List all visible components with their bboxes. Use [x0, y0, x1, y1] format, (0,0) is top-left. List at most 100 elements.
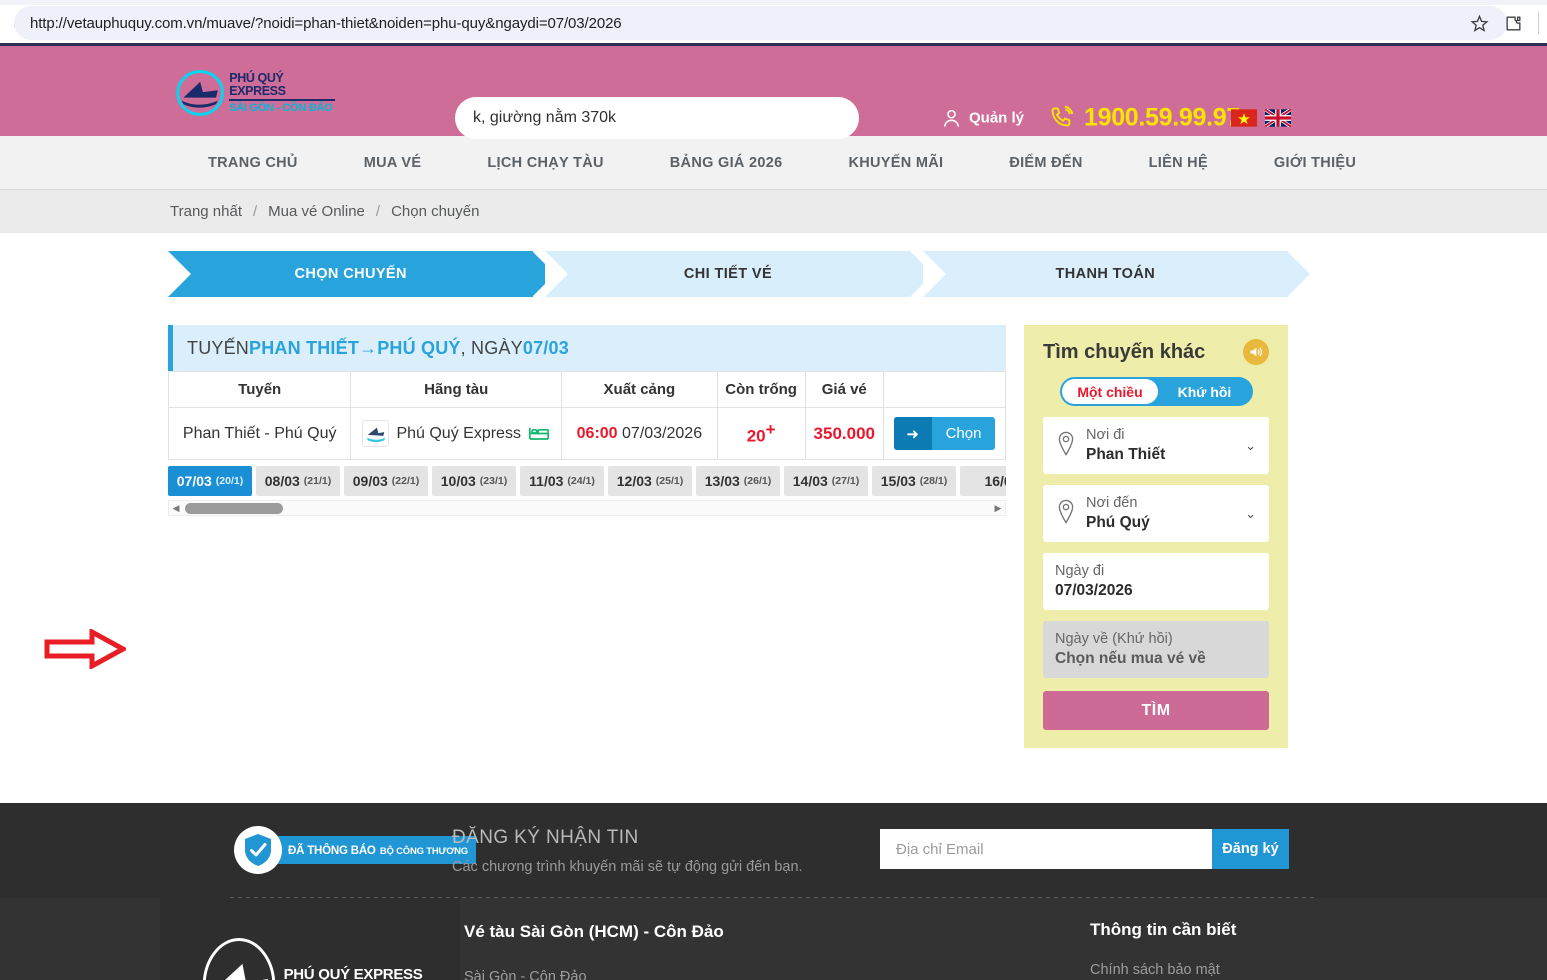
destination-value: Phú Quý	[1086, 514, 1150, 531]
nav-item-bang-gia[interactable]: BẢNG GIÁ 2026	[669, 154, 783, 171]
date-tab-0903[interactable]: 09/03 (22/1)	[344, 466, 428, 496]
date-tab-1303[interactable]: 13/03 (26/1)	[696, 466, 780, 496]
bed-icon	[528, 425, 550, 442]
date-tab-1203[interactable]: 12/03 (25/1)	[608, 466, 692, 496]
date-tab-lunar: (26/1)	[743, 475, 772, 487]
boat-logo-icon	[202, 937, 275, 980]
date-tab-1503[interactable]: 15/03 (28/1)	[872, 466, 956, 496]
nav-item-trang-chu[interactable]: TRANG CHỦ	[208, 154, 298, 171]
hotline[interactable]: 1900.59.99.97	[1048, 104, 1240, 133]
footer-column-info: Thông tin cần biết Chính sách bảo mật Đi…	[1090, 920, 1420, 980]
cell-departure-time: 06:00	[576, 424, 618, 442]
date-tab-1603[interactable]: 16/03	[960, 466, 1006, 496]
date-tabs-scrollbar[interactable]: ◀ ▶	[168, 500, 1006, 516]
date-tab-0803[interactable]: 08/03 (21/1)	[256, 466, 340, 496]
address-bar-url: http://vetauphuquy.com.vn/muave/?noidi=p…	[30, 14, 622, 32]
origin-select[interactable]: Nơi đi Phan Thiết ⌄	[1043, 417, 1269, 474]
account-link[interactable]: Quản lý	[940, 106, 1024, 131]
depart-date-field[interactable]: Ngày đi 07/03/2026	[1043, 553, 1269, 610]
header-search-input[interactable]: k, giường nằm 370k	[455, 97, 859, 139]
footer-link-privacy[interactable]: Chính sách bảo mật	[1090, 962, 1220, 978]
destination-label: Nơi đến	[1086, 495, 1138, 512]
nav-item-gioi-thieu[interactable]: GIỚI THIỆU	[1273, 154, 1357, 171]
destination-select[interactable]: Nơi đến Phú Quý ⌄	[1043, 485, 1269, 542]
chevron-down-icon[interactable]: ⌄	[1245, 437, 1256, 453]
col-header-xuat-cang: Xuất cảng	[561, 371, 718, 408]
vietnam-flag-icon[interactable]	[1231, 109, 1257, 127]
date-tab-0703[interactable]: 07/03 (20/1)	[168, 466, 252, 496]
cell-action: ➜ Chọn	[882, 407, 1007, 460]
select-trip-button[interactable]: ➜ Chọn	[893, 417, 996, 450]
return-date-field[interactable]: Ngày về (Khứ hồi) Chọn nếu mua vé về	[1043, 621, 1269, 678]
scroll-right-icon[interactable]: ▶	[994, 502, 1002, 513]
puzzle-piece-icon[interactable]	[1500, 10, 1526, 36]
cell-price-value: 350.000	[813, 423, 875, 443]
nav-item-mua-ve[interactable]: MUA VÉ	[363, 154, 422, 171]
step-thanh-toan[interactable]: THANH TOÁN	[922, 251, 1311, 297]
breadcrumb-item-mua-ve[interactable]: Mua vé Online	[268, 203, 365, 220]
uk-flag-icon[interactable]	[1265, 109, 1291, 127]
origin-value: Phan Thiết	[1086, 446, 1166, 463]
footer-column-routes: Vé tàu Sài Gòn (HCM) - Côn Đảo Sài Gòn -…	[464, 920, 794, 980]
site-logo[interactable]: PHÚ QUÝ EXPRESS SÀI GÒN - CÔN ĐẢO	[175, 64, 335, 122]
nav-item-khuyen-mai[interactable]: KHUYẾN MÃI	[848, 154, 944, 171]
step-chon-chuyen[interactable]: CHỌN CHUYẾN	[168, 251, 556, 297]
speaker-icon[interactable]	[1243, 339, 1269, 365]
search-button-label: TÌM	[1141, 701, 1171, 719]
date-tab-date: 09/03	[352, 473, 388, 489]
verified-seal-icon	[234, 826, 282, 874]
bo-cong-thuong-badge[interactable]: ĐÃ THÔNG BÁO BỘ CÔNG THƯƠNG	[234, 826, 476, 874]
footer-link-sai-gon-con-dao[interactable]: Sài Gòn - Côn Đảo	[464, 968, 587, 980]
chrome-tab-strip	[0, 0, 1547, 5]
trip-type-round-trip[interactable]: Khứ hồi	[1177, 383, 1232, 400]
email-input[interactable]: Địa chỉ Email	[896, 840, 984, 858]
cell-departure: 06:00 07/03/2026	[561, 407, 718, 460]
step-chi-tiet-ve[interactable]: CHI TIẾT VÉ	[545, 251, 934, 297]
date-tab-1103[interactable]: 11/03 (24/1)	[520, 466, 604, 496]
main-navigation: TRANG CHỦ MUA VÉ LỊCH CHẠY TÀU BẢNG GIÁ …	[0, 136, 1547, 190]
checkout-steps: CHỌN CHUYẾN CHI TIẾT VÉ THANH TOÁN	[168, 251, 1311, 297]
route-origin: PHAN THIẾT	[249, 337, 360, 358]
cell-operator: Phú Quý Express	[350, 407, 563, 460]
col-header-hang-tau: Hãng tàu	[350, 371, 563, 408]
table-row[interactable]: Phan Thiết - Phú Quý	[167, 407, 1007, 460]
date-tab-lunar: (23/1)	[479, 475, 508, 487]
destination-text: Nơi đến Phú Quý	[1086, 494, 1150, 533]
nav-item-lien-he[interactable]: LIÊN HỆ	[1148, 154, 1208, 171]
return-date-text: Ngày về (Khứ hồi) Chọn nếu mua vé về	[1055, 630, 1206, 669]
scrollbar-thumb[interactable]	[185, 503, 283, 514]
address-bar[interactable]: http://vetauphuquy.com.vn/muave/?noidi=p…	[14, 6, 1507, 40]
badge-text: ĐÃ THÔNG BÁO BỘ CÔNG THƯƠNG	[276, 836, 476, 864]
star-icon[interactable]	[1466, 10, 1492, 36]
cell-seats-value: 20	[746, 426, 766, 446]
site-logo-line2: SÀI GÒN - CÔN ĐẢO	[229, 101, 333, 114]
trips-table: Tuyến Hãng tàu Xuất cảng Còn trống Giá v…	[167, 371, 1007, 460]
newsletter-subtitle: Các chương trình khuyến mãi sẽ tự động g…	[452, 859, 803, 875]
scroll-left-icon[interactable]: ◀	[172, 502, 180, 513]
boat-logo-icon	[362, 420, 390, 447]
trip-type-one-way[interactable]: Một chiều	[1061, 379, 1159, 404]
footer-divider	[230, 897, 1317, 898]
table-header-row: Tuyến Hãng tàu Xuất cảng Còn trống Giá v…	[167, 371, 1007, 408]
step-label: CHI TIẾT VÉ	[683, 266, 773, 282]
route-destination: PHÚ QUÝ	[377, 337, 461, 358]
step-label: CHỌN CHUYẾN	[294, 266, 407, 282]
route-title: TUYẾN PHAN THIẾT → PHÚ QUÝ, NGÀY 07/03	[168, 325, 1006, 371]
date-tab-date: 12/03	[616, 473, 652, 489]
route-title-prefix: TUYẾN	[187, 337, 250, 358]
footer-logo[interactable]: PHÚ QUÝ EXPRESS SÀI GÒN - CÔN ĐẢO	[160, 898, 460, 980]
cell-seats-plus: +	[765, 420, 776, 440]
browser-toolbar-icons	[1466, 6, 1539, 40]
subscribe-button[interactable]: Đăng ký	[1212, 829, 1289, 869]
date-tab-1003[interactable]: 10/03 (23/1)	[432, 466, 516, 496]
col-header-gia-ve: Giá vé	[804, 371, 884, 408]
nav-item-lich-chay-tau[interactable]: LỊCH CHẠY TÀU	[487, 154, 604, 171]
breadcrumb-item-home[interactable]: Trang nhất	[170, 203, 242, 220]
newsletter-section: ĐÃ THÔNG BÁO BỘ CÔNG THƯƠNG ĐĂNG KÝ NHẬN…	[0, 803, 1547, 898]
date-tab-lunar: (27/1)	[831, 475, 860, 487]
hotline-number: 1900.59.99.97	[1084, 103, 1240, 132]
search-button[interactable]: TÌM	[1043, 691, 1269, 730]
date-tab-1403[interactable]: 14/03 (27/1)	[784, 466, 868, 496]
nav-item-diem-den[interactable]: ĐIỂM ĐẾN	[1009, 154, 1083, 171]
chevron-down-icon[interactable]: ⌄	[1245, 505, 1256, 521]
